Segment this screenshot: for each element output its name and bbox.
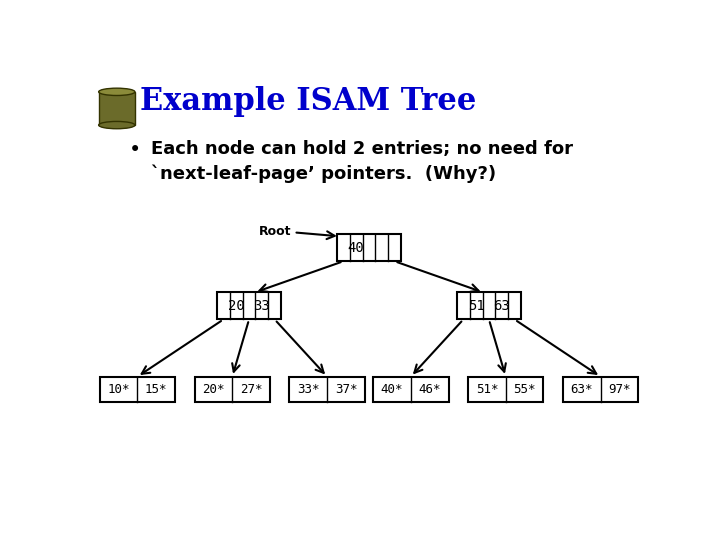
Bar <box>99 92 135 125</box>
Text: 63*: 63* <box>570 383 593 396</box>
Bar <box>457 293 521 320</box>
Text: 55*: 55* <box>513 383 536 396</box>
Text: 40*: 40* <box>381 383 403 396</box>
Text: Each node can hold 2 entries; no need for
`next-leaf-page’ pointers.  (Why?): Each node can hold 2 entries; no need fo… <box>151 140 573 184</box>
Bar <box>373 377 449 402</box>
Ellipse shape <box>99 88 135 96</box>
Text: 27*: 27* <box>240 383 262 396</box>
Text: 37*: 37* <box>335 383 357 396</box>
Text: 51: 51 <box>468 299 485 313</box>
Bar <box>563 377 638 402</box>
Text: •: • <box>129 140 141 160</box>
Bar <box>289 377 365 402</box>
Text: 97*: 97* <box>608 383 631 396</box>
Text: 51*: 51* <box>476 383 498 396</box>
Text: 10*: 10* <box>107 383 130 396</box>
Text: 20: 20 <box>228 299 245 313</box>
Text: 46*: 46* <box>418 383 441 396</box>
Bar <box>100 377 175 402</box>
Ellipse shape <box>99 122 135 129</box>
Text: 20*: 20* <box>202 383 225 396</box>
Text: 33: 33 <box>253 299 270 313</box>
Bar <box>468 377 544 402</box>
Text: 33*: 33* <box>297 383 320 396</box>
Text: Example ISAM Tree: Example ISAM Tree <box>140 85 477 117</box>
Bar <box>337 234 401 261</box>
Bar <box>194 377 270 402</box>
Text: 63: 63 <box>493 299 510 313</box>
Text: Root: Root <box>258 225 291 238</box>
Text: 40: 40 <box>348 241 364 255</box>
Bar <box>217 293 281 320</box>
Text: 15*: 15* <box>145 383 168 396</box>
